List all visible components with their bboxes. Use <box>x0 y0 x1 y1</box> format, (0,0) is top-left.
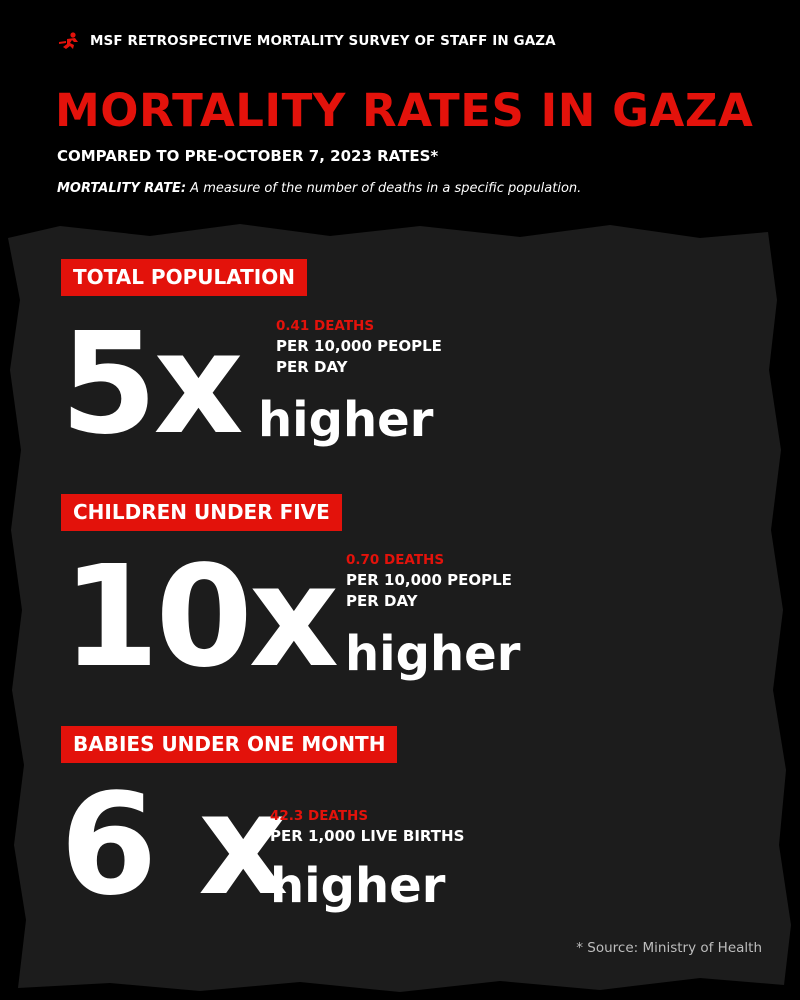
definition-text: MORTALITY RATE: A measure of the number … <box>57 181 581 196</box>
section-children-under-five-multiplier: 10x <box>62 536 339 699</box>
survey-header-label: MSF RETROSPECTIVE MORTALITY SURVEY OF ST… <box>90 33 556 49</box>
section-babies-under-one-month-badge: BABIES UNDER ONE MONTH <box>61 726 398 763</box>
section-total-population-badge: TOTAL POPULATION <box>61 259 307 296</box>
source-footnote: * Source: Ministry of Health <box>576 940 762 956</box>
msf-running-man-logo-icon <box>59 32 78 49</box>
section-total-population-unit-1: PER 10,000 PEOPLE <box>276 337 442 355</box>
section-babies-under-one-month-multiplier: 6 x <box>60 764 288 927</box>
section-total-population-multiplier: 5x <box>60 303 244 466</box>
section-children-under-five-rate: 0.70 DEATHS <box>346 552 445 568</box>
section-total-population-unit-2: PER DAY <box>276 358 348 376</box>
definition-body: A measure of the number of deaths in a s… <box>186 181 582 196</box>
page-title: MORTALITY RATES IN GAZA <box>55 84 754 137</box>
section-children-under-five-comparison: higher <box>345 626 521 682</box>
section-babies-under-one-month-unit-1: PER 1,000 LIVE BIRTHS <box>270 827 465 845</box>
section-total-population-detail: 0.41 DEATHS PER 10,000 PEOPLE PER DAY <box>276 316 442 378</box>
section-babies-under-one-month-rate: 42.3 DEATHS <box>270 808 369 824</box>
section-children-under-five-unit-1: PER 10,000 PEOPLE <box>346 571 512 589</box>
section-children-under-five-unit-2: PER DAY <box>346 592 418 610</box>
section-babies-under-one-month-detail: 42.3 DEATHS PER 1,000 LIVE BIRTHS <box>270 806 464 847</box>
section-children-under-five-badge: CHILDREN UNDER FIVE <box>61 494 342 531</box>
section-babies-under-one-month-comparison: higher <box>270 858 446 914</box>
section-total-population-comparison: higher <box>258 392 434 448</box>
page-subtitle: COMPARED TO PRE-OCTOBER 7, 2023 RATES* <box>57 147 439 165</box>
section-total-population-rate: 0.41 DEATHS <box>276 318 375 334</box>
survey-header: MSF RETROSPECTIVE MORTALITY SURVEY OF ST… <box>58 32 556 50</box>
definition-term: MORTALITY RATE: <box>57 181 187 196</box>
section-children-under-five-detail: 0.70 DEATHS PER 10,000 PEOPLE PER DAY <box>346 550 512 612</box>
